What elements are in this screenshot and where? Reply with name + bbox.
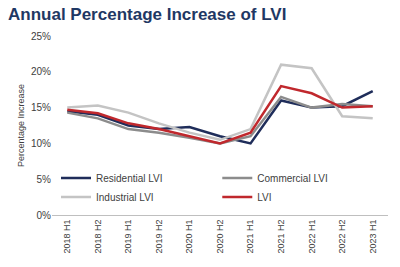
- svg-text:15%: 15%: [31, 102, 51, 113]
- svg-text:2020 H1: 2020 H1: [184, 220, 194, 254]
- svg-text:2020 H2: 2020 H2: [215, 220, 225, 254]
- svg-text:2019 H1: 2019 H1: [123, 220, 133, 254]
- svg-text:Industrial LVI: Industrial LVI: [96, 192, 154, 203]
- svg-text:2018 H2: 2018 H2: [93, 220, 103, 254]
- svg-text:Residential LVI: Residential LVI: [96, 173, 163, 184]
- svg-text:2019 H2: 2019 H2: [154, 220, 164, 254]
- svg-text:2018 H1: 2018 H1: [62, 220, 72, 254]
- svg-text:Commercial LVI: Commercial LVI: [257, 173, 327, 184]
- svg-text:25%: 25%: [31, 31, 51, 42]
- svg-text:2023 H1: 2023 H1: [368, 220, 378, 254]
- svg-text:2022 H1: 2022 H1: [307, 220, 317, 254]
- svg-text:10%: 10%: [31, 138, 51, 149]
- svg-text:2022 H2: 2022 H2: [337, 220, 347, 254]
- svg-text:Annual Percentage Increase of: Annual Percentage Increase of LVI: [8, 5, 286, 24]
- svg-text:LVI: LVI: [257, 192, 271, 203]
- svg-text:0%: 0%: [37, 210, 52, 221]
- svg-text:2021 H2: 2021 H2: [276, 220, 286, 254]
- svg-text:2021 H1: 2021 H1: [245, 220, 255, 254]
- svg-text:Percentage Increase: Percentage Increase: [16, 84, 26, 167]
- svg-text:5%: 5%: [37, 174, 52, 185]
- svg-text:20%: 20%: [31, 66, 51, 77]
